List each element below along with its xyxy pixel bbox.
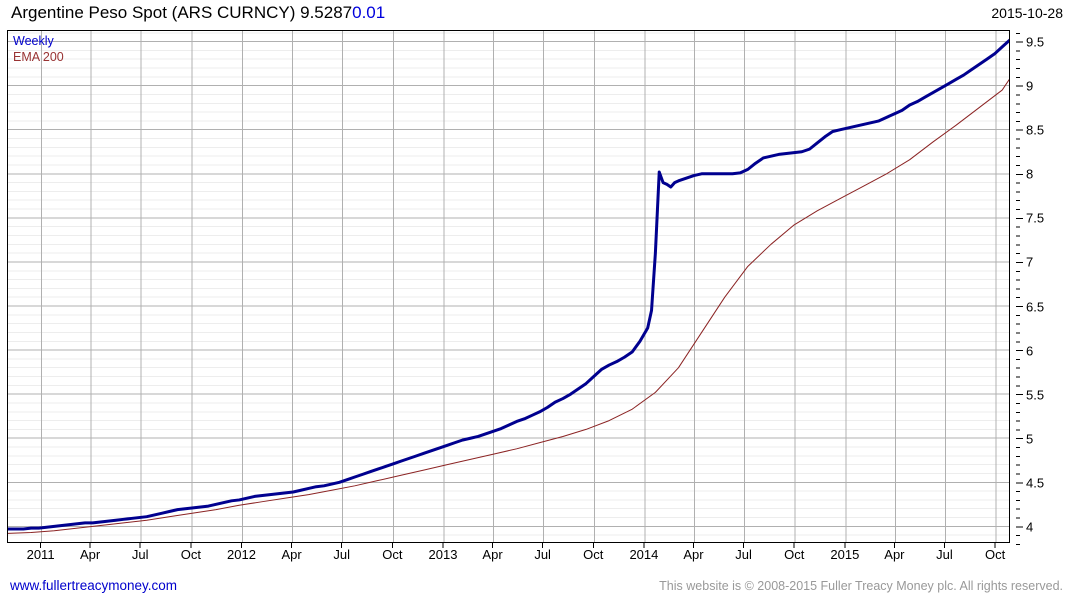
x-axis-tick-label: Oct bbox=[180, 547, 201, 562]
site-url-link[interactable]: www.fullertreacymoney.com bbox=[10, 578, 178, 593]
legend-item-ema200: EMA 200 bbox=[13, 50, 64, 64]
y-axis-tick-label: 8.5 bbox=[1026, 122, 1045, 138]
y-axis-tick-label: 7 bbox=[1026, 254, 1034, 270]
y-axis-tick-label: 8 bbox=[1026, 166, 1034, 182]
x-axis-tick-label: Jul bbox=[333, 547, 350, 562]
as-of-date: 2015-10-28 bbox=[991, 5, 1063, 21]
series-weekly bbox=[8, 38, 1009, 531]
y-axis-tick-label: 4.5 bbox=[1026, 475, 1045, 491]
y-axis-ticks bbox=[1016, 32, 1023, 545]
x-axis-tick-label: Oct bbox=[985, 547, 1006, 562]
copyright-notice: This website is © 2008-2015 Fuller Treac… bbox=[659, 579, 1063, 593]
y-axis-tick-label: 7.5 bbox=[1026, 210, 1045, 226]
x-axis-tick-label: Jul bbox=[936, 547, 953, 562]
x-axis-tick-label: Jul bbox=[131, 547, 149, 562]
price-change: 0.01 bbox=[352, 3, 386, 22]
y-axis-tick-label: 6 bbox=[1026, 343, 1034, 359]
chart-plot-area[interactable] bbox=[7, 30, 1010, 543]
major-gridlines bbox=[8, 41, 1009, 527]
x-axis-ticks bbox=[40, 543, 996, 548]
legend-item-weekly: Weekly bbox=[13, 34, 54, 48]
x-axis-tick-label: 2012 bbox=[227, 547, 256, 562]
instrument-title: Argentine Peso Spot (ARS CURNCY) 9.5287 bbox=[11, 3, 353, 22]
price-chart bbox=[8, 31, 1009, 542]
x-axis-tick-label: Jul bbox=[735, 547, 752, 562]
y-axis-tick-label: 5 bbox=[1026, 431, 1034, 447]
y-axis-tick-label: 9.5 bbox=[1026, 34, 1045, 50]
chart-legend: Weekly EMA 200 bbox=[13, 33, 64, 65]
x-axis-tick-label: Apr bbox=[683, 547, 704, 562]
y-axis: 4 4.5 5 5.5 6 6.5 7 7.5 8 8.5 9 9.5 bbox=[1016, 30, 1075, 545]
chart-header: Argentine Peso Spot (ARS CURNCY) 9.52870… bbox=[0, 0, 1075, 28]
x-axis-tick-label: Oct bbox=[784, 547, 805, 562]
x-axis-tick-label: Oct bbox=[583, 547, 604, 562]
x-axis-tick-label: 2014 bbox=[629, 547, 659, 562]
y-axis-tick-label: 9 bbox=[1026, 78, 1034, 94]
x-axis: 2011 Apr Jul Oct 2012 Apr Jul Oct 2013 Apr Jul Oct 2… bbox=[0, 543, 1075, 567]
x-axis-tick-label: 2011 bbox=[26, 547, 55, 562]
y-axis-tick-label: 4 bbox=[1026, 519, 1034, 535]
x-axis-tick-label: 2015 bbox=[830, 547, 860, 562]
x-axis-tick-label: Jul bbox=[534, 547, 551, 562]
x-axis-tick-label: Apr bbox=[79, 547, 101, 562]
x-axis-tick-label: 2013 bbox=[428, 547, 458, 562]
page-footer: www.fullertreacymoney.com This website i… bbox=[0, 576, 1075, 600]
x-axis-tick-label: Oct bbox=[382, 547, 403, 562]
y-axis-tick-label: 6.5 bbox=[1026, 299, 1045, 314]
x-axis-tick-label: Apr bbox=[482, 547, 503, 562]
vertical-gridlines bbox=[41, 31, 997, 542]
x-axis-tick-label: Apr bbox=[281, 547, 302, 562]
page-title: Argentine Peso Spot (ARS CURNCY) 9.52870… bbox=[11, 3, 385, 23]
minor-gridlines bbox=[8, 32, 1009, 536]
y-axis-tick-label: 5.5 bbox=[1026, 387, 1045, 403]
x-axis-tick-label: Apr bbox=[884, 547, 905, 562]
series-ema-200 bbox=[8, 78, 1009, 534]
